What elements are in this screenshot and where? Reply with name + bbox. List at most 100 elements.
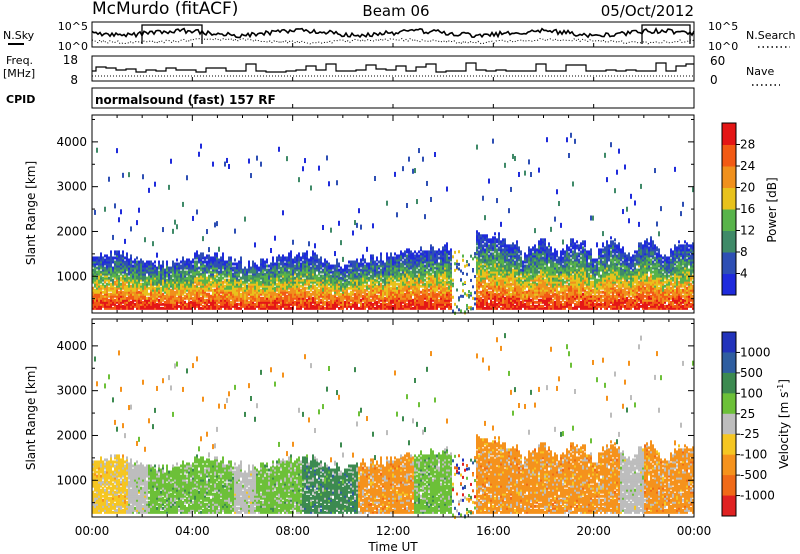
power-cell [434,152,436,157]
power-cell [180,261,182,264]
power-cell [164,301,166,304]
power-cell [472,257,474,260]
power-cell [278,271,280,274]
power-cell [114,203,116,208]
power-cell [190,261,192,264]
power-cell [362,303,364,306]
power-cell [198,152,200,157]
power-cell [150,261,152,264]
power-cell [146,261,148,264]
power-cell [358,273,360,276]
power-cell [274,287,276,290]
nsky-step [142,25,202,44]
power-cell [132,265,134,268]
power-cell [328,301,330,304]
power-cell [246,285,248,288]
power-cell [378,295,380,298]
power-cell [466,260,468,263]
power-cell [140,283,142,286]
power-cell [444,281,446,284]
power-cell [176,263,178,266]
power-cell [186,258,188,261]
power-cell [384,297,386,300]
power-cell [296,254,298,257]
freq-tick-low: 8 [70,73,78,87]
power-cell [124,239,126,244]
power-cell [298,177,300,182]
power-cell [302,261,304,264]
power-cell [394,281,396,284]
power-cell [362,254,364,257]
power-cell [136,261,138,264]
power-cell [496,248,498,251]
power-cell [402,166,404,171]
power-cell [142,174,144,179]
power-cell [280,267,282,270]
power-cell [100,252,102,255]
power-cell [452,284,454,287]
power-cell [132,261,134,264]
power-cell [456,263,458,266]
power-cell [408,281,410,284]
beam-title: Beam 06 [362,2,429,20]
power-cell [322,275,324,278]
power-cell [164,269,166,272]
power-cell [154,287,156,290]
power-cell [368,263,370,266]
power-cell [120,209,122,214]
power-cell [182,202,184,207]
power-cell [360,258,362,261]
power-cell [376,301,378,304]
nave-tick-high: 60 [710,54,725,68]
power-cell [312,305,314,308]
power-cell [346,275,348,278]
power-cell [426,277,428,280]
power-cell [470,279,472,282]
power-cell [224,285,226,288]
power-cell [316,287,318,290]
power-cell [424,301,426,304]
power-cell [104,254,106,257]
power-cell [316,275,318,278]
power-cell [346,265,348,268]
power-cell [320,256,322,259]
power-cell [342,257,344,262]
power-cell [200,297,202,300]
nsearch-tick-high: 10^5 [708,20,738,33]
power-cell [250,173,252,178]
power-cell [494,254,496,257]
power-cell [218,247,220,252]
power-cell [160,265,162,268]
power-cell [376,295,378,298]
power-cell [276,256,278,259]
power-cell [468,306,470,309]
power-cell [210,295,212,298]
power-cell [104,258,106,261]
power-cell [438,256,440,259]
power-cell [334,251,336,256]
power-cell [502,238,504,241]
power-cell [480,297,482,300]
power-cell [476,246,478,249]
power-cell [238,261,240,264]
power-cell [448,281,450,284]
freq-label: Freq. [6,54,33,67]
power-cell [348,265,350,268]
power-cell [504,297,506,300]
power-cell [230,256,232,259]
power-cell [116,250,118,253]
power-cell [184,301,186,304]
power-cell [142,301,144,304]
power-cell [414,250,416,253]
power-cell [288,271,290,274]
power-cell [466,264,468,267]
power-cell [144,263,146,266]
power-cell [390,252,392,255]
power-cell [338,269,340,272]
power-cell [400,263,402,266]
power-cell [122,250,124,253]
power-cell [332,265,334,268]
power-cell [308,258,310,261]
power-cell [176,224,178,229]
power-cell [340,267,342,270]
